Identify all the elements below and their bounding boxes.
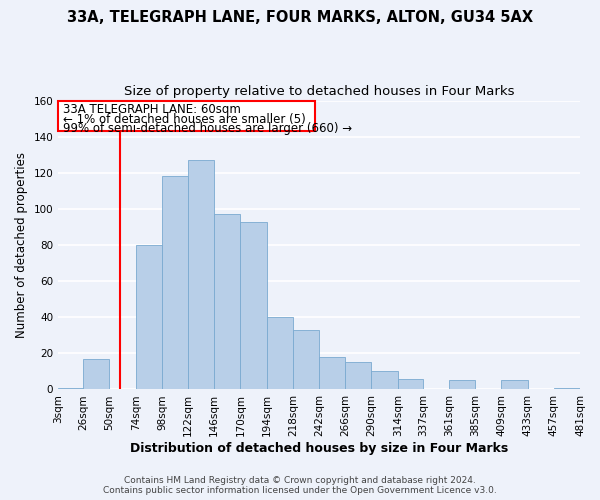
Bar [266,317,293,390]
Bar [319,357,345,390]
Bar [83,359,109,390]
Bar [371,372,398,390]
Bar [345,362,371,390]
Text: 99% of semi-detached houses are larger (660) →: 99% of semi-detached houses are larger (… [62,122,352,136]
X-axis label: Distribution of detached houses by size in Four Marks: Distribution of detached houses by size … [130,442,508,455]
Text: 33A TELEGRAPH LANE: 60sqm: 33A TELEGRAPH LANE: 60sqm [62,104,241,117]
Bar [293,330,319,390]
Bar [188,160,214,390]
Bar [136,245,162,390]
Text: 33A, TELEGRAPH LANE, FOUR MARKS, ALTON, GU34 5AX: 33A, TELEGRAPH LANE, FOUR MARKS, ALTON, … [67,10,533,25]
Bar [241,222,266,390]
Bar [214,214,241,390]
Bar [58,388,83,390]
Y-axis label: Number of detached properties: Number of detached properties [15,152,28,338]
Bar [554,388,580,390]
Text: ← 1% of detached houses are smaller (5): ← 1% of detached houses are smaller (5) [62,113,305,126]
Text: Contains HM Land Registry data © Crown copyright and database right 2024.: Contains HM Land Registry data © Crown c… [124,476,476,485]
Title: Size of property relative to detached houses in Four Marks: Size of property relative to detached ho… [124,85,514,98]
Bar [502,380,527,390]
FancyBboxPatch shape [58,100,315,132]
Bar [398,378,423,390]
Bar [162,176,188,390]
Bar [449,380,475,390]
Text: Contains public sector information licensed under the Open Government Licence v3: Contains public sector information licen… [103,486,497,495]
